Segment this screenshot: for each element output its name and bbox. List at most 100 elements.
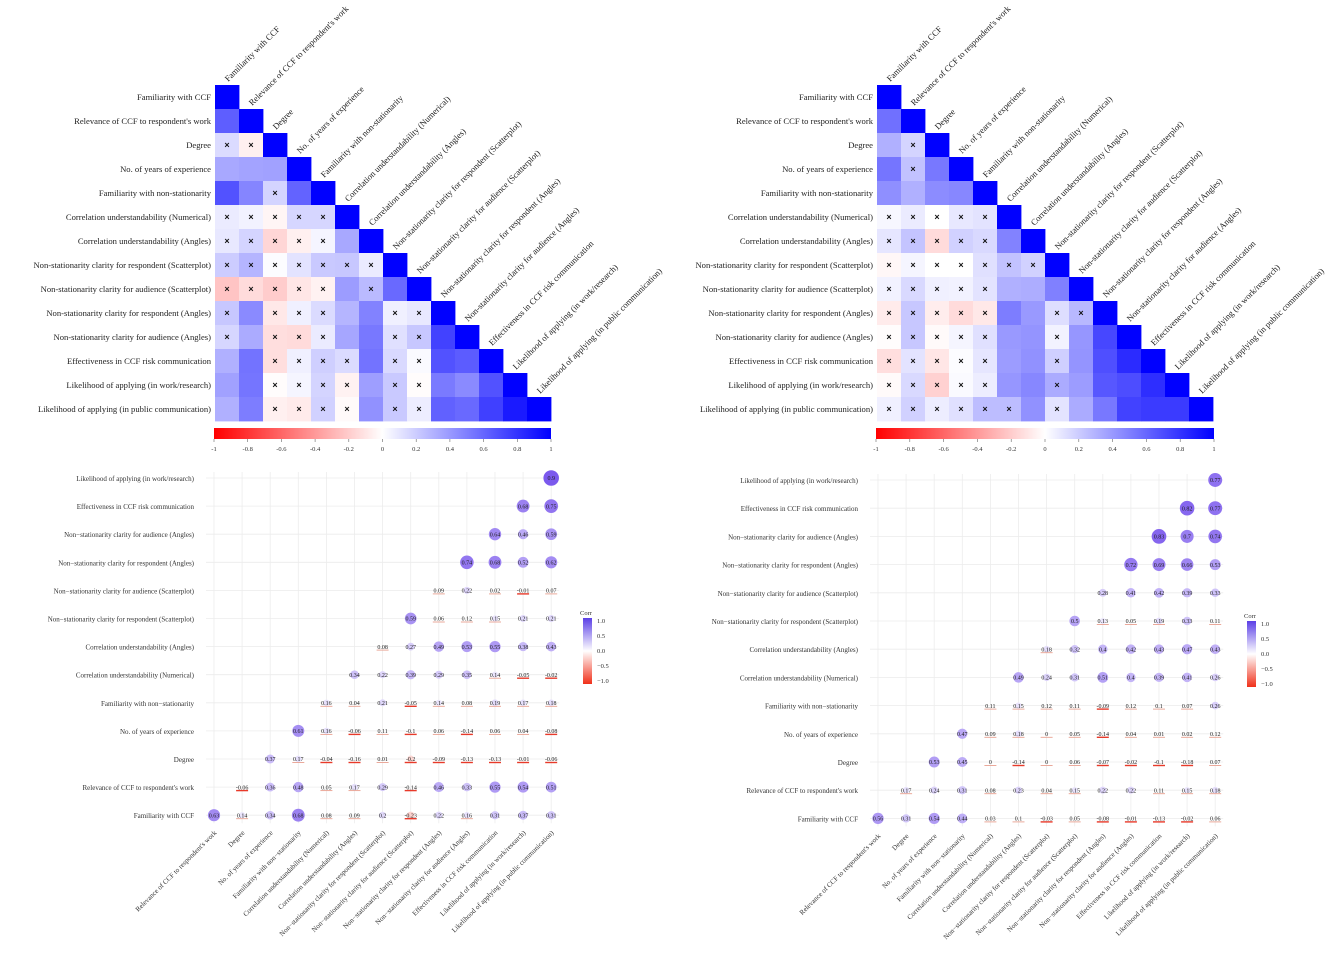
data-label: 0.01 [1154, 732, 1165, 738]
data-label: -0.13 [489, 757, 502, 763]
data-label: 0.63 [209, 813, 220, 819]
heatmap-cell [877, 397, 902, 422]
data-label: 0.22 [462, 589, 473, 595]
data-label: 0.61 [293, 729, 304, 735]
data-label: 0.31 [546, 813, 557, 819]
corr-dot [435, 699, 442, 706]
heatmap-cell [973, 397, 998, 422]
heatmap-cell [1189, 397, 1214, 422]
colorbar-tick-label: -0.2 [344, 446, 354, 453]
corr-dot [1042, 673, 1051, 682]
corr-dot [518, 810, 528, 820]
cross-marker: × [958, 332, 963, 342]
corr-dot [1209, 559, 1221, 571]
heatmap-cell [431, 397, 456, 422]
corr-dot [1097, 672, 1109, 683]
corr-dot [1210, 644, 1221, 655]
data-label: 0.09 [349, 813, 360, 819]
corr-dot [1179, 500, 1195, 516]
data-label: 0.41 [1126, 591, 1137, 597]
heatmap-cell [877, 205, 902, 230]
row-label: Degree [186, 140, 211, 150]
heatmap-cell [335, 397, 360, 422]
heatmap-cell [311, 277, 336, 302]
data-label: 0.14 [490, 673, 501, 679]
heatmap-cell [383, 325, 408, 350]
heatmap-cell [263, 397, 288, 422]
data-label: -0.16 [348, 757, 361, 763]
data-label: 0.16 [321, 701, 332, 707]
heatmap-cell [335, 253, 360, 278]
x-tick-label: Relevance of CCF to respondent's work [798, 832, 883, 917]
data-label: 0.66 [1182, 563, 1193, 569]
heatmap-cell [383, 277, 408, 302]
corr-dot [546, 641, 557, 652]
heatmap-cell [287, 205, 312, 230]
corr-dot [547, 614, 555, 623]
corr-dot [544, 499, 559, 513]
cross-marker: × [934, 212, 939, 222]
heatmap-cell [925, 277, 950, 302]
cross-marker: × [1054, 308, 1059, 318]
corr-dot [379, 811, 387, 819]
row-label: Familiarity with non-stationarity [99, 188, 212, 198]
cross-marker: × [224, 236, 229, 246]
colorbar-tick-label: -0.2 [1006, 446, 1016, 453]
heatmap-cell [239, 109, 264, 134]
legend-tick-label: −1.0 [1261, 681, 1273, 688]
corr-dot [379, 671, 387, 679]
heatmap-cell [359, 253, 384, 278]
cross-marker: × [248, 140, 253, 150]
cross-marker: × [344, 260, 349, 270]
y-tick-label: No. of years of experience [120, 728, 194, 736]
heatmap-cell [287, 229, 312, 254]
corr-dot [901, 814, 911, 823]
x-tick-label: Non−stationarity clarity for audience (S… [310, 828, 415, 933]
data-label: 0.9 [547, 476, 555, 482]
cross-marker: × [886, 332, 891, 342]
data-label: 0.09 [985, 732, 996, 738]
cross-marker: × [934, 404, 939, 414]
corr-dot [1154, 672, 1164, 683]
corr-dot [407, 811, 415, 819]
heatmap-cell [215, 109, 240, 134]
corr-dot [516, 499, 530, 513]
cross-marker: × [224, 260, 229, 270]
x-tick-label: Likelihood of applying (in public commun… [450, 828, 556, 934]
cross-marker: × [886, 308, 891, 318]
data-label: 0.54 [518, 785, 529, 791]
heatmap-cell [215, 85, 240, 110]
row-label: Non-stationarity clarity for respondent … [695, 260, 873, 270]
data-label: 0.15 [490, 617, 501, 623]
data-label: 0.17 [518, 701, 529, 707]
heatmap-cell [877, 157, 902, 182]
corr-dot [1152, 558, 1166, 572]
heatmap-cell [359, 325, 384, 350]
data-label: 0.44 [957, 817, 968, 823]
heatmap-cell [239, 397, 264, 422]
data-label: -0.14 [1012, 760, 1025, 766]
corr-dot [239, 812, 246, 819]
heatmap-cell [877, 277, 902, 302]
corr-dot [291, 808, 305, 822]
cross-marker: × [224, 140, 229, 150]
heatmap-cell [431, 325, 456, 350]
cross-marker: × [296, 404, 301, 414]
corr-dot [1211, 673, 1220, 682]
row-label: Non-stationarity clarity for audience (A… [716, 332, 874, 342]
cross-marker: × [982, 380, 987, 390]
y-tick-label: Effectiveness in CCF risk communication [77, 503, 195, 511]
corr-dot [406, 670, 416, 680]
heatmap-cell [1117, 349, 1142, 374]
heatmap-cell [215, 301, 240, 326]
corr-dot [1069, 615, 1080, 627]
corr-dot [1099, 617, 1106, 625]
cross-marker: × [392, 356, 397, 366]
heatmap-cell [479, 373, 504, 398]
data-label: 0.62 [546, 561, 557, 567]
heatmap-cell [1141, 397, 1166, 422]
data-label: 0.22 [1126, 788, 1137, 794]
data-label: 0.46 [518, 532, 529, 538]
heatmap-cell [973, 205, 998, 230]
